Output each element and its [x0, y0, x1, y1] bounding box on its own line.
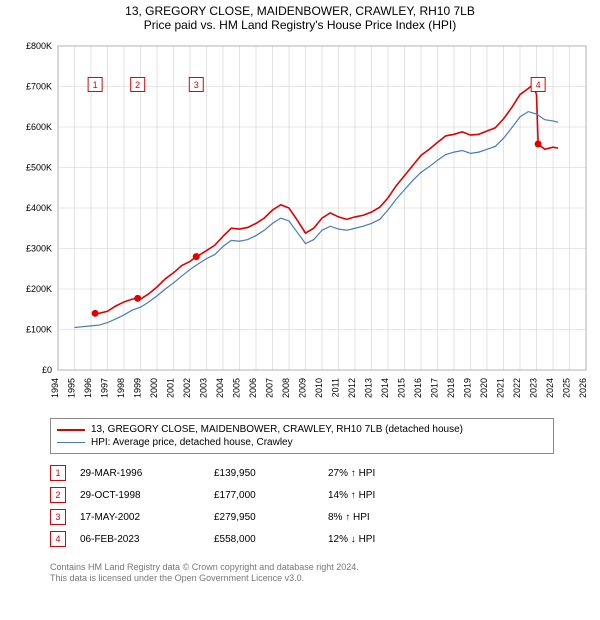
- transaction-date: 17-MAY-2002: [80, 512, 200, 523]
- x-tick-label: 2010: [314, 378, 324, 398]
- transaction-diff: 8% ↑ HPI: [328, 512, 438, 523]
- x-tick-label: 2021: [496, 378, 506, 398]
- transaction-price: £558,000: [214, 534, 314, 545]
- x-tick-label: 2002: [182, 378, 192, 398]
- legend-swatch: [57, 429, 85, 431]
- legend-swatch: [57, 442, 85, 443]
- x-tick-label: 2020: [479, 378, 489, 398]
- x-tick-label: 2001: [166, 378, 176, 398]
- transaction-marker: 2: [50, 487, 66, 503]
- y-tick-label: £300K: [26, 244, 52, 254]
- x-tick-label: 2022: [512, 378, 522, 398]
- y-tick-label: £600K: [26, 122, 52, 132]
- title-line-1: 13, GREGORY CLOSE, MAIDENBOWER, CRAWLEY,…: [0, 4, 600, 18]
- x-tick-label: 2012: [347, 378, 357, 398]
- transaction-marker: 3: [50, 509, 66, 525]
- price-chart-root: 13, GREGORY CLOSE, MAIDENBOWER, CRAWLEY,…: [0, 0, 600, 620]
- x-tick-label: 2023: [529, 378, 539, 398]
- x-tick-label: 2008: [281, 378, 291, 398]
- transaction-price: £139,950: [214, 468, 314, 479]
- x-tick-label: 2013: [364, 378, 374, 398]
- x-tick-label: 2009: [298, 378, 308, 398]
- transaction-date: 29-MAR-1996: [80, 468, 200, 479]
- x-tick-label: 1999: [133, 378, 143, 398]
- x-tick-label: 2017: [430, 378, 440, 398]
- legend-row: 13, GREGORY CLOSE, MAIDENBOWER, CRAWLEY,…: [57, 423, 547, 436]
- x-tick-label: 2015: [397, 378, 407, 398]
- chart-svg: £0 £100K £200K £300K £400K £500K £600K £700K £80…: [10, 40, 590, 410]
- transaction-date: 06-FEB-2023: [80, 534, 200, 545]
- marker-number: 4: [536, 80, 541, 90]
- transaction-price: £177,000: [214, 490, 314, 501]
- transaction-diff: 12% ↓ HPI: [328, 534, 438, 545]
- x-tick-label: 1994: [50, 378, 60, 398]
- transaction-marker: 4: [50, 531, 66, 547]
- y-tick-label: £100K: [26, 325, 52, 335]
- legend-row: HPI: Average price, detached house, Craw…: [57, 436, 547, 449]
- x-tick-label: 2000: [149, 378, 159, 398]
- legend-label: 13, GREGORY CLOSE, MAIDENBOWER, CRAWLEY,…: [91, 424, 463, 435]
- y-tick-label: £500K: [26, 163, 52, 173]
- marker-number: 2: [135, 80, 140, 90]
- legend-box: 13, GREGORY CLOSE, MAIDENBOWER, CRAWLEY,…: [50, 418, 554, 454]
- x-tick-label: 2003: [199, 378, 209, 398]
- x-tick-label: 2007: [265, 378, 275, 398]
- marker-dot: [193, 253, 200, 260]
- transaction-price: £279,950: [214, 512, 314, 523]
- x-tick-label: 2024: [545, 378, 555, 398]
- y-tick-label: £200K: [26, 284, 52, 294]
- transaction-date: 29-OCT-1998: [80, 490, 200, 501]
- x-tick-label: 1995: [67, 378, 77, 398]
- transaction-row: 3 17-MAY-2002 £279,950 8% ↑ HPI: [50, 506, 540, 528]
- marker-number: 1: [93, 80, 98, 90]
- transaction-table: 1 29-MAR-1996 £139,950 27% ↑ HPI 2 29-OCT-199…: [50, 462, 540, 550]
- transaction-diff: 14% ↑ HPI: [328, 490, 438, 501]
- x-tick-label: 2018: [446, 378, 456, 398]
- transaction-row: 2 29-OCT-1998 £177,000 14% ↑ HPI: [50, 484, 540, 506]
- marker-dot: [134, 295, 141, 302]
- x-tick-label: 2026: [578, 378, 588, 398]
- marker-number: 3: [194, 80, 199, 90]
- title-line-2: Price paid vs. HM Land Registry's House …: [0, 18, 600, 32]
- x-tick-label: 2005: [232, 378, 242, 398]
- x-tick-label: 2014: [380, 378, 390, 398]
- x-tick-label: 1996: [83, 378, 93, 398]
- x-tick-label: 2019: [463, 378, 473, 398]
- x-tick-label: 1997: [100, 378, 110, 398]
- legend-label: HPI: Average price, detached house, Craw…: [91, 437, 293, 448]
- transaction-row: 1 29-MAR-1996 £139,950 27% ↑ HPI: [50, 462, 540, 484]
- footer-attribution: Contains HM Land Registry data © Crown c…: [50, 562, 550, 585]
- x-tick-label: 2025: [562, 378, 572, 398]
- y-tick-label: £800K: [26, 41, 52, 51]
- footer-line-2: This data is licensed under the Open Gov…: [50, 573, 550, 584]
- y-tick-label: £700K: [26, 82, 52, 92]
- footer-line-1: Contains HM Land Registry data © Crown c…: [50, 562, 550, 573]
- transaction-diff: 27% ↑ HPI: [328, 468, 438, 479]
- x-tick-label: 2004: [215, 378, 225, 398]
- x-tick-label: 2011: [331, 378, 341, 397]
- marker-dot: [535, 141, 542, 148]
- x-tick-label: 1998: [116, 378, 126, 398]
- transaction-row: 4 06-FEB-2023 £558,000 12% ↓ HPI: [50, 528, 540, 550]
- chart-area: £0 £100K £200K £300K £400K £500K £600K £700K £80…: [10, 40, 590, 410]
- chart-title: 13, GREGORY CLOSE, MAIDENBOWER, CRAWLEY,…: [0, 0, 600, 33]
- x-tick-label: 2006: [248, 378, 258, 398]
- y-tick-label: £0: [42, 365, 52, 375]
- y-tick-label: £400K: [26, 203, 52, 213]
- x-tick-label: 2016: [413, 378, 423, 398]
- transaction-marker: 1: [50, 465, 66, 481]
- marker-dot: [92, 310, 99, 317]
